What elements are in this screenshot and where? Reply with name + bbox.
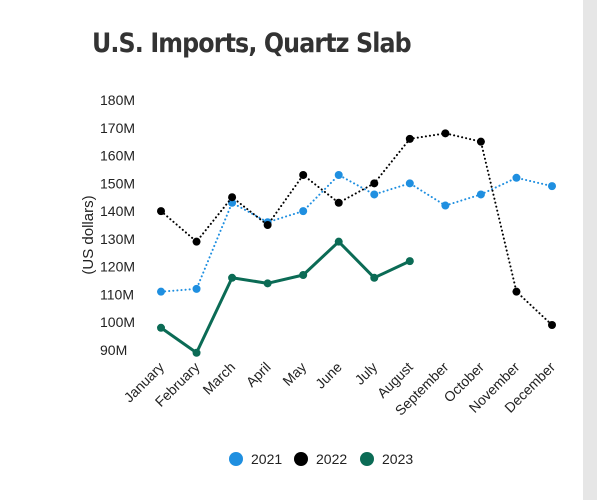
data-point[interactable]	[263, 279, 272, 288]
data-point[interactable]	[334, 237, 343, 246]
data-point[interactable]	[441, 201, 450, 210]
legend-item-2023[interactable]: 2023	[360, 451, 413, 467]
data-point[interactable]	[192, 348, 201, 357]
y-tick-label: 130M	[100, 231, 135, 247]
data-point[interactable]	[441, 129, 450, 138]
y-tick-label: 100M	[100, 314, 135, 330]
y-tick-label: 90M	[100, 342, 127, 358]
legend-item-2021[interactable]: 2021	[229, 451, 282, 467]
data-point[interactable]	[405, 179, 414, 188]
data-point[interactable]	[228, 193, 237, 202]
legend-label: 2021	[251, 451, 282, 467]
data-point[interactable]	[157, 287, 165, 296]
data-point[interactable]	[157, 323, 165, 332]
series-2023	[157, 237, 414, 357]
legend[interactable]: 2021 2022 2023	[229, 451, 413, 467]
data-point[interactable]	[334, 198, 343, 207]
y-tick-label: 140M	[100, 203, 135, 219]
data-point[interactable]	[157, 207, 165, 216]
series-2022	[157, 129, 556, 329]
x-tick-label: March	[199, 359, 238, 398]
data-point[interactable]	[228, 273, 237, 282]
data-point[interactable]	[299, 207, 308, 216]
data-point[interactable]	[192, 237, 201, 246]
series-line	[160, 132, 553, 326]
legend-swatch	[360, 452, 374, 466]
series-layer	[157, 129, 556, 357]
scrollbar[interactable]	[583, 0, 597, 500]
y-tick-label: 160M	[100, 148, 135, 164]
data-point[interactable]	[192, 284, 201, 293]
data-point[interactable]	[548, 321, 556, 329]
chart-card: U.S. Imports, Quartz Slab 180M 170M 160M 15…	[80, 28, 559, 467]
data-point[interactable]	[476, 137, 485, 146]
y-tick-label: 150M	[100, 175, 135, 191]
data-point[interactable]	[476, 190, 485, 199]
legend-label: 2023	[382, 451, 413, 467]
y-tick-label: 110M	[100, 286, 134, 302]
x-tick-label: July	[351, 359, 380, 388]
data-point[interactable]	[512, 173, 521, 182]
data-point[interactable]	[228, 198, 237, 207]
data-point[interactable]	[405, 257, 414, 266]
series-line	[160, 174, 553, 293]
series-line	[159, 240, 412, 355]
y-tick-label: 180M	[100, 92, 135, 108]
y-axis-ticks: 180M 170M 160M 150M 140M 130M 120M 110M 100M 90M	[100, 92, 135, 358]
y-axis-label: (US dollars)	[80, 195, 97, 274]
line-chart: 180M170M160M150M140M130M120M110M100M90M …	[80, 92, 559, 467]
y-tick-label: 170M	[100, 120, 135, 136]
series-2021	[157, 171, 556, 296]
legend-item-2022[interactable]: 2022	[294, 451, 347, 467]
data-point[interactable]	[548, 182, 556, 191]
data-point[interactable]	[299, 271, 308, 279]
x-tick-label: April	[243, 359, 274, 390]
data-point[interactable]	[370, 179, 379, 188]
chart-title: U.S. Imports, Quartz Slab	[92, 28, 412, 59]
legend-swatch	[229, 452, 243, 466]
y-tick-label: 120M	[100, 259, 135, 275]
data-point[interactable]	[370, 273, 379, 282]
data-point[interactable]	[263, 221, 272, 229]
data-point[interactable]	[370, 190, 379, 199]
x-tick-label: May	[279, 359, 309, 389]
data-point[interactable]	[299, 171, 308, 179]
x-tick-label: June	[312, 359, 345, 392]
legend-label: 2022	[316, 451, 347, 467]
legend-swatch	[294, 452, 308, 466]
data-point[interactable]	[334, 171, 343, 179]
data-point[interactable]	[512, 287, 521, 296]
data-point[interactable]	[405, 134, 414, 143]
